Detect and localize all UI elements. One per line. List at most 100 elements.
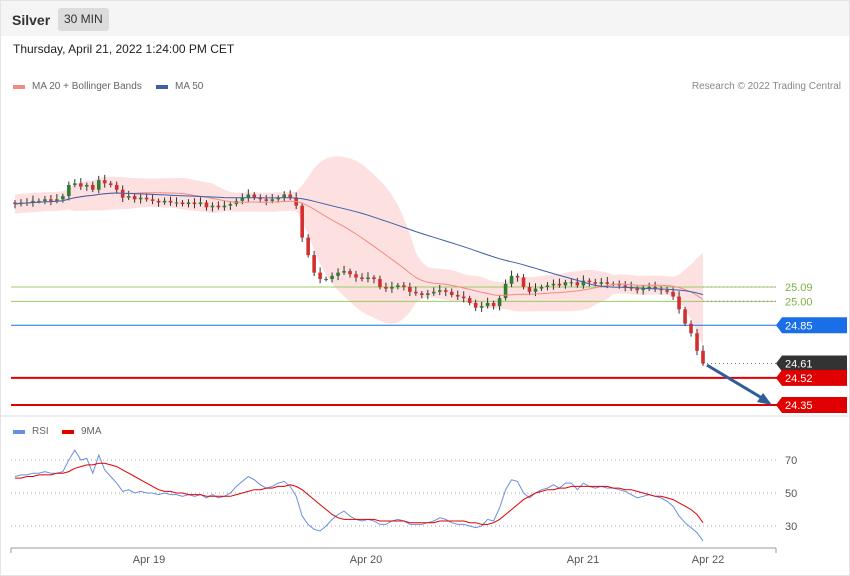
candle-body (126, 196, 131, 198)
candle-body (426, 293, 430, 295)
timeframe-badge[interactable]: 30 MIN (58, 8, 109, 31)
candle-body (497, 298, 502, 307)
x-tick-label: Apr 21 (567, 554, 599, 566)
candle-body (258, 197, 263, 200)
candle-body (671, 291, 675, 297)
candle-body (162, 200, 167, 203)
candle-body (390, 287, 394, 289)
legend-ma50-label: MA 50 (175, 81, 204, 92)
candle-body (360, 277, 364, 280)
candle-body (90, 184, 95, 190)
candle-body (348, 271, 352, 275)
candle-body (300, 205, 304, 238)
candle-body (366, 277, 370, 280)
candle-body (485, 302, 490, 307)
candle-body (186, 202, 191, 205)
candle-body (222, 205, 227, 208)
price-label-25.09: 25.09 (785, 282, 813, 294)
candle-body (551, 283, 556, 286)
legend-rsi-label: RSI (32, 426, 49, 437)
legend-ma20: MA 20 + Bollinger Bands (13, 81, 142, 92)
rsi-tick-50: 50 (785, 488, 797, 500)
candle-body (599, 282, 604, 284)
candle-body (156, 200, 161, 203)
candle-body (210, 205, 215, 208)
legend-rsi-ma-swatch (62, 429, 74, 434)
price-tag-24.61 (776, 355, 847, 372)
candle-body (473, 302, 478, 308)
candle-body (533, 288, 538, 292)
candle-body (276, 197, 281, 200)
x-tick-label: Apr 19 (133, 554, 165, 566)
candle-body (605, 282, 610, 284)
candle-body (324, 279, 328, 281)
candle-body (491, 302, 496, 307)
candle-body (455, 294, 460, 297)
price-label-24.52: 24.52 (785, 373, 813, 385)
candle-body (384, 287, 388, 289)
candle-body (306, 237, 310, 256)
price-label-25.00: 25.00 (785, 296, 813, 308)
candle-body (449, 291, 454, 295)
forecast-arrow-shaft (706, 363, 764, 400)
candle-body (288, 194, 292, 198)
legend-rsi-swatch (13, 429, 25, 434)
candle-body (372, 277, 376, 280)
rsi-ma-line (15, 462, 704, 525)
candle-body (569, 282, 574, 284)
candle-body (55, 199, 59, 201)
candle-body (37, 200, 41, 202)
candle-body (108, 183, 113, 185)
candle-body (689, 323, 693, 334)
candle-body (683, 309, 687, 324)
candle-body (443, 290, 448, 292)
candle-body (114, 184, 119, 190)
candle-body (240, 197, 245, 201)
candle-body (312, 255, 316, 273)
x-tick-label: Apr 20 (350, 554, 382, 566)
candle-body (84, 184, 89, 187)
legend-ma50-swatch (156, 84, 168, 89)
price-label-24.85: 24.85 (785, 320, 813, 332)
candle-body (402, 285, 406, 287)
candle-body (665, 290, 669, 292)
candle-body (414, 291, 418, 294)
candle-body (144, 197, 149, 200)
price-tag-24.35 (776, 397, 847, 413)
legend-rsi: RSI (13, 426, 49, 437)
candle-body (587, 280, 592, 283)
candle-body (168, 200, 173, 203)
candle-body (216, 205, 221, 208)
candle-body (378, 279, 382, 287)
candle-body (515, 275, 520, 278)
candle-body (647, 287, 651, 289)
candle-body (557, 283, 562, 286)
candle-body (318, 272, 322, 280)
candle-body (677, 296, 681, 310)
instrument-title: Silver (12, 12, 51, 28)
candle-body (396, 285, 400, 287)
candle-body (282, 194, 287, 198)
candle-body (575, 282, 580, 286)
candle-body (132, 196, 137, 200)
candle-body (545, 285, 550, 287)
candle-body (246, 194, 251, 198)
candle-body (354, 274, 358, 278)
candle-body (479, 306, 484, 308)
candle-body (61, 196, 65, 200)
legend-ma50: MA 50 (156, 81, 203, 92)
candle-body (408, 287, 412, 292)
rsi-tick-30: 30 (785, 521, 797, 533)
candle-body (593, 282, 598, 284)
candle-body (420, 293, 424, 295)
candle-body (43, 199, 47, 201)
candle-body (461, 296, 466, 299)
candle-body (102, 180, 107, 184)
candle-body (431, 291, 436, 294)
candle-body (527, 287, 532, 292)
candle-body (521, 277, 526, 287)
price-tag-24.85 (776, 317, 847, 334)
x-tick-label: Apr 22 (692, 554, 724, 566)
forecast-arrow-head (757, 393, 772, 405)
